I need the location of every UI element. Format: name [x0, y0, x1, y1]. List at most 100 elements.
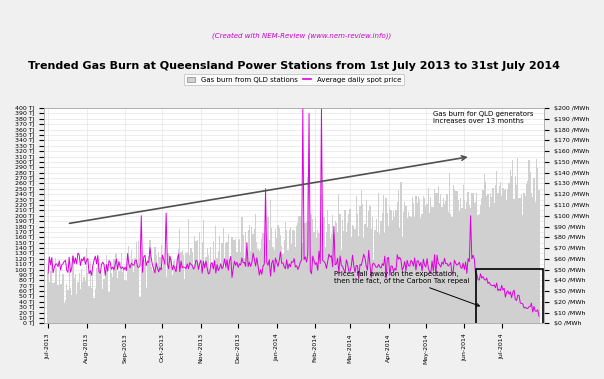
- Bar: [170, 259, 172, 323]
- Bar: [372, 217, 373, 323]
- Bar: [376, 219, 377, 323]
- Bar: [344, 210, 345, 323]
- Bar: [70, 288, 71, 323]
- Bar: [463, 185, 464, 323]
- Bar: [75, 274, 76, 323]
- Bar: [174, 260, 175, 323]
- Bar: [147, 264, 148, 323]
- Bar: [194, 236, 195, 323]
- Bar: [72, 256, 74, 323]
- Bar: [348, 214, 350, 323]
- Bar: [98, 268, 100, 323]
- Bar: [237, 240, 239, 323]
- Bar: [261, 239, 262, 323]
- Bar: [103, 279, 104, 323]
- Bar: [448, 212, 449, 323]
- Bar: [144, 260, 146, 323]
- Bar: [388, 226, 389, 323]
- Bar: [245, 232, 246, 323]
- Bar: [491, 197, 492, 323]
- Bar: [67, 290, 69, 323]
- Bar: [294, 231, 295, 323]
- Bar: [324, 247, 326, 323]
- Bar: [53, 282, 54, 323]
- Bar: [149, 240, 150, 323]
- Bar: [536, 159, 537, 323]
- Bar: [262, 233, 264, 323]
- Bar: [265, 226, 266, 323]
- Bar: [272, 247, 274, 323]
- Bar: [428, 188, 429, 323]
- Bar: [122, 272, 123, 323]
- Bar: [484, 174, 485, 323]
- Bar: [490, 193, 491, 323]
- Bar: [489, 207, 490, 323]
- Bar: [322, 251, 323, 323]
- Bar: [379, 234, 381, 323]
- Bar: [414, 217, 416, 323]
- Bar: [129, 265, 130, 323]
- Bar: [142, 260, 143, 323]
- Bar: [271, 228, 272, 323]
- Bar: [269, 240, 270, 323]
- Bar: [77, 282, 79, 323]
- Bar: [524, 193, 525, 323]
- Bar: [405, 206, 406, 323]
- Bar: [480, 205, 481, 323]
- Bar: [330, 239, 331, 323]
- Bar: [307, 177, 309, 323]
- Bar: [137, 263, 138, 323]
- Bar: [123, 268, 124, 323]
- Bar: [408, 212, 409, 323]
- Bar: [259, 251, 260, 323]
- Bar: [207, 247, 208, 323]
- Bar: [87, 273, 88, 323]
- Bar: [438, 186, 439, 323]
- Bar: [133, 272, 135, 323]
- Bar: [104, 275, 106, 323]
- Bar: [285, 222, 286, 323]
- Bar: [295, 247, 296, 323]
- Bar: [461, 208, 463, 323]
- Bar: [225, 243, 226, 323]
- Bar: [190, 248, 191, 323]
- Text: Prices fall away on the expectation,
then the fact, of the Carbon Tax repeal: Prices fall away on the expectation, the…: [334, 271, 480, 306]
- Bar: [430, 197, 431, 323]
- Bar: [291, 244, 292, 323]
- Bar: [198, 263, 199, 323]
- Bar: [143, 265, 144, 323]
- Bar: [250, 251, 251, 323]
- Bar: [423, 196, 424, 323]
- Bar: [56, 268, 57, 323]
- Bar: [290, 227, 291, 323]
- Bar: [95, 289, 96, 323]
- Bar: [60, 284, 61, 323]
- Bar: [109, 264, 111, 323]
- Bar: [306, 222, 307, 323]
- Bar: [487, 194, 489, 323]
- Bar: [504, 190, 505, 323]
- Bar: [215, 226, 216, 323]
- Bar: [474, 203, 475, 323]
- Bar: [357, 214, 358, 323]
- Bar: [496, 171, 497, 323]
- Bar: [320, 226, 321, 323]
- Bar: [419, 199, 420, 323]
- Bar: [498, 186, 500, 323]
- Bar: [411, 197, 413, 323]
- Bar: [458, 200, 459, 323]
- Bar: [466, 202, 467, 323]
- Bar: [196, 240, 198, 323]
- Bar: [162, 267, 163, 323]
- Bar: [406, 218, 408, 323]
- Bar: [446, 194, 448, 323]
- Bar: [507, 189, 509, 323]
- Bar: [469, 205, 470, 323]
- Bar: [444, 204, 445, 323]
- Bar: [289, 230, 290, 323]
- Bar: [182, 251, 183, 323]
- Bar: [88, 287, 90, 323]
- Bar: [297, 224, 298, 323]
- Bar: [409, 216, 410, 323]
- Bar: [532, 197, 533, 323]
